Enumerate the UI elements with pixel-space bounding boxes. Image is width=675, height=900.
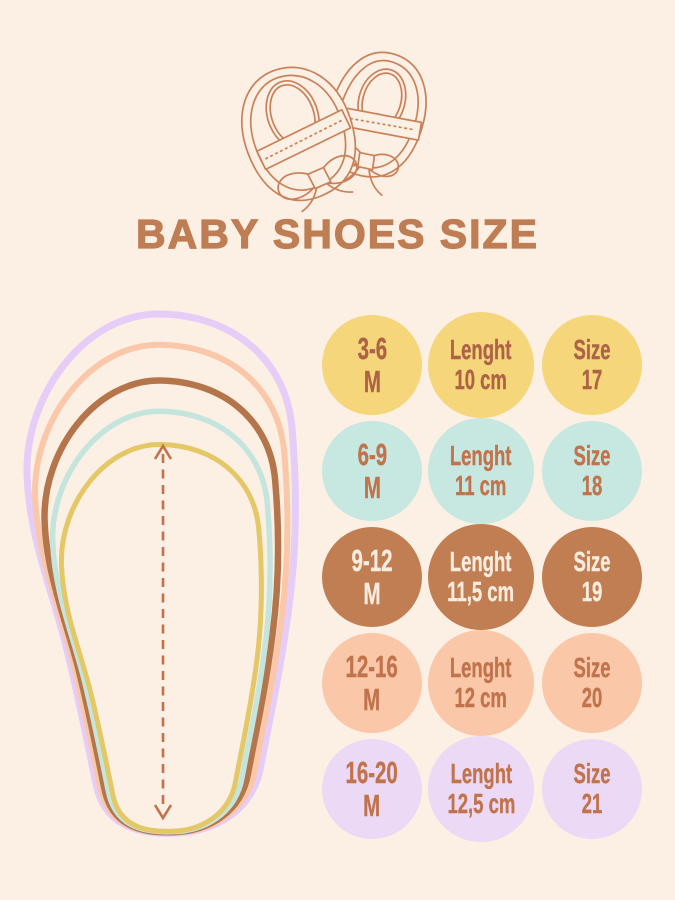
size-value: 21 [581, 788, 603, 819]
left-bow-left-tail [300, 186, 318, 213]
length-label: Lenght [450, 652, 512, 684]
age-unit: M [363, 682, 381, 717]
length-circle: Lenght 10 cm [428, 312, 534, 418]
arrow-head-down-icon [153, 804, 173, 821]
age-unit: M [363, 364, 381, 399]
length-measure-arrow [153, 443, 173, 821]
size-value: 17 [581, 364, 603, 395]
length-label: Lenght [450, 334, 512, 366]
length-value: 10 cm [454, 364, 508, 395]
size-row: 3-6 M Lenght 10 cm Size 17 [322, 312, 642, 418]
age-range-circle: 16-20 M [322, 739, 422, 839]
length-value: 11,5 cm [447, 576, 515, 607]
right-bow-right-loop [362, 153, 399, 178]
size-row: 9-12 M Lenght 11,5 cm Size 19 [322, 524, 642, 630]
length-value: 12,5 cm [447, 788, 515, 819]
size-label: Size [573, 652, 611, 684]
sole-size-diagram [10, 302, 310, 858]
right-bow-knot [356, 151, 375, 171]
size-table: 3-6 M Lenght 10 cm Size 17 6-9 M Lenght 11 cm… [322, 312, 642, 842]
left-bow-right-loop [316, 154, 358, 185]
length-value: 12 cm [454, 682, 508, 713]
age-range: 16-20 [345, 754, 399, 790]
length-label: Lenght [450, 440, 512, 472]
age-range-circle: 6-9 M [322, 421, 422, 521]
size-circle: Size 19 [542, 527, 642, 627]
length-label: Lenght [450, 546, 512, 578]
left-shoe-strap [255, 108, 351, 171]
size-label: Size [573, 334, 611, 366]
age-range: 6-9 [357, 436, 387, 472]
size-row: 6-9 M Lenght 11 cm Size 18 [322, 418, 642, 524]
length-circle: Lenght 11 cm [428, 418, 534, 524]
age-range: 9-12 [351, 542, 393, 578]
length-label: Lenght [450, 758, 512, 790]
length-circle: Lenght 12,5 cm [428, 736, 534, 842]
length-circle: Lenght 11,5 cm [428, 524, 534, 630]
age-range-circle: 3-6 M [322, 315, 422, 415]
left-bow-right-tail [324, 181, 353, 193]
size-circle: Size 20 [542, 633, 642, 733]
age-range-circle: 12-16 M [322, 633, 422, 733]
size-value: 18 [581, 470, 603, 501]
size-label: Size [573, 546, 611, 578]
size-value: 20 [581, 682, 603, 713]
age-range: 12-16 [345, 648, 399, 684]
size-label: Size [573, 758, 611, 790]
size-row: 12-16 M Lenght 12 cm Size 20 [322, 630, 642, 736]
length-value: 11 cm [455, 470, 507, 501]
arrow-head-up-icon [153, 443, 173, 460]
age-range: 3-6 [357, 330, 387, 366]
baby-shoes-illustration [240, 51, 427, 213]
baby-shoes-line-art [240, 51, 427, 213]
size-circle: Size 21 [542, 739, 642, 839]
right-shoe-strap-stitching [338, 115, 416, 131]
age-unit: M [363, 576, 381, 611]
age-unit: M [363, 470, 381, 505]
left-shoe-bow-icon [276, 154, 358, 213]
length-circle: Lenght 12 cm [428, 630, 534, 736]
right-bow-right-tail [367, 166, 383, 197]
size-label: Size [573, 440, 611, 472]
page-title: BABY SHOES SIZE [135, 210, 539, 257]
left-shoe [240, 66, 358, 213]
left-bow-left-loop [276, 172, 320, 201]
left-bow-knot [306, 166, 332, 190]
size-circle: Size 17 [542, 315, 642, 415]
right-shoe-outline [326, 51, 427, 178]
age-unit: M [363, 788, 381, 823]
age-range-circle: 9-12 M [322, 527, 422, 627]
size-circle: Size 18 [542, 421, 642, 521]
size-row: 16-20 M Lenght 12,5 cm Size 21 [322, 736, 642, 842]
size-value: 19 [581, 576, 603, 607]
